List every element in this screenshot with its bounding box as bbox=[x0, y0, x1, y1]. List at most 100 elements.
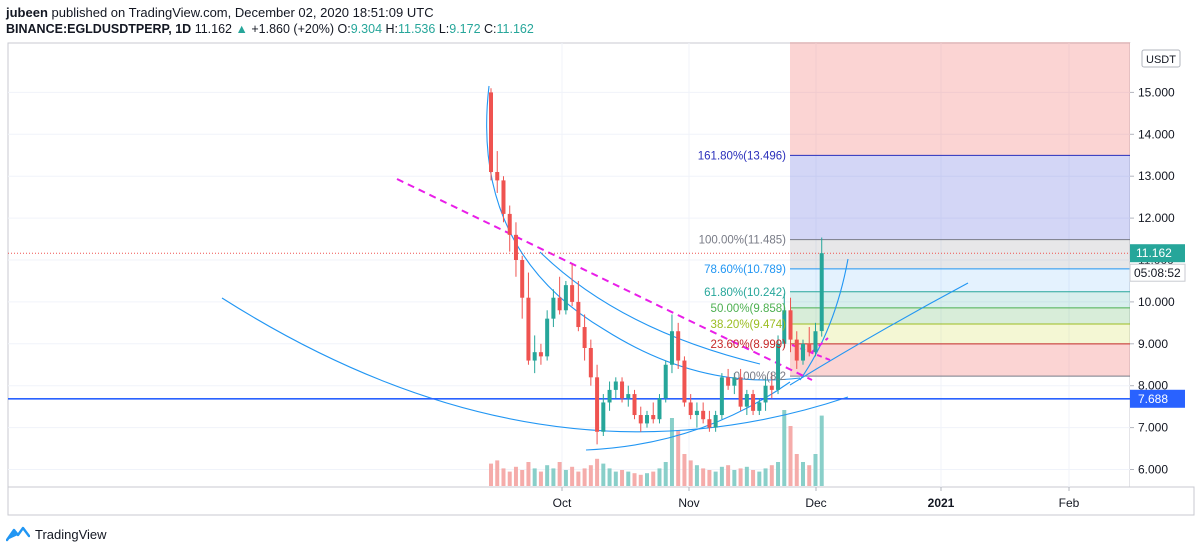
candle-body bbox=[819, 253, 824, 332]
volume-bar bbox=[701, 468, 706, 486]
symbol-legend: BINANCE:EGLDUSDTPERP, 1D 11.162 ▲ +1.860… bbox=[6, 21, 534, 38]
candle-body bbox=[626, 394, 631, 399]
candle-body bbox=[557, 297, 562, 311]
candle-body bbox=[769, 385, 774, 390]
low-value: 9.172 bbox=[449, 22, 481, 36]
volume-bar bbox=[713, 471, 718, 486]
time-axis[interactable] bbox=[7, 486, 1195, 516]
candle-body bbox=[682, 360, 687, 403]
support-price-tag bbox=[1130, 389, 1185, 408]
symbol-name[interactable]: BINANCE:EGLDUSDTPERP, 1D bbox=[6, 22, 192, 36]
currency-label: USDT bbox=[1146, 54, 1176, 66]
price-tick-label: 14.000 bbox=[1138, 127, 1175, 141]
candle-body bbox=[776, 343, 781, 390]
volume-bar bbox=[582, 468, 587, 486]
volume-bar bbox=[732, 470, 737, 486]
price-change: +1.860 (+20%) bbox=[251, 22, 335, 36]
volume-bar bbox=[694, 465, 699, 486]
volume-bar bbox=[763, 468, 768, 486]
volume-bar bbox=[632, 473, 637, 486]
volume-bar bbox=[669, 418, 674, 486]
candle-body bbox=[551, 297, 556, 319]
candle-body bbox=[651, 415, 656, 420]
fib-level-label: 23.60%(8.999) bbox=[711, 339, 787, 351]
fib-zone-100 bbox=[790, 239, 1130, 269]
candle-body bbox=[701, 410, 706, 420]
volume-bar bbox=[626, 471, 631, 486]
price-tick-label: 9.000 bbox=[1138, 337, 1168, 351]
candle-body bbox=[813, 331, 818, 353]
fib-zone-236 bbox=[790, 343, 1130, 377]
fib-zone-50 bbox=[790, 307, 1130, 324]
candle-body bbox=[570, 285, 575, 302]
volume-bar bbox=[538, 471, 543, 486]
price-tick-label: 8.000 bbox=[1138, 379, 1168, 393]
candle-body bbox=[563, 285, 568, 311]
candle-body bbox=[513, 234, 518, 260]
volume-bar bbox=[513, 466, 518, 486]
volume-bar bbox=[657, 468, 662, 486]
candle-body bbox=[495, 172, 500, 181]
volume-bar bbox=[751, 470, 756, 486]
volume-bar bbox=[782, 410, 787, 486]
fib-zone-161 bbox=[790, 155, 1130, 240]
target-zone-top bbox=[790, 42, 1130, 156]
candle-body bbox=[595, 377, 600, 432]
candle-body bbox=[501, 180, 506, 214]
fib-zone-618 bbox=[790, 291, 1130, 308]
candle-body bbox=[538, 352, 543, 357]
candle-body bbox=[526, 297, 531, 361]
candle-body bbox=[607, 389, 612, 403]
time-tick-label: Dec bbox=[805, 496, 826, 510]
volume-bar bbox=[551, 468, 556, 486]
high-label: H: bbox=[385, 22, 399, 36]
upper-trend-curve bbox=[539, 251, 761, 365]
volume-bar bbox=[738, 468, 743, 486]
volume-bar bbox=[601, 463, 606, 486]
steep-trend-curve bbox=[799, 258, 849, 381]
volume-bar bbox=[638, 474, 643, 486]
volume-bar bbox=[507, 471, 512, 486]
candle-body bbox=[657, 398, 662, 420]
candle-body bbox=[620, 381, 625, 399]
author-name[interactable]: jubeen bbox=[6, 5, 48, 20]
support-price-label: 7.688 bbox=[1138, 392, 1168, 406]
candle-body bbox=[507, 213, 512, 235]
volume-bar bbox=[620, 470, 625, 486]
high-value: 11.536 bbox=[398, 22, 436, 36]
base-arc-curve bbox=[585, 381, 791, 451]
volume-bar bbox=[563, 470, 568, 486]
volume-bar bbox=[520, 470, 525, 486]
price-tick-label: 7.000 bbox=[1138, 421, 1168, 435]
candle-body bbox=[576, 301, 581, 328]
open-label: O: bbox=[337, 22, 351, 36]
fib-level-label: 100.00%(11.485) bbox=[699, 235, 787, 247]
candle-body bbox=[794, 339, 799, 361]
volume-bar bbox=[532, 468, 537, 486]
volume-bar bbox=[495, 460, 500, 486]
big-arc-curve bbox=[221, 297, 849, 433]
fib-level-label: 0.00%(8.2 bbox=[734, 371, 786, 383]
currency-badge[interactable] bbox=[1141, 49, 1181, 68]
candle-body bbox=[707, 419, 712, 428]
price-tick-label: 13.000 bbox=[1138, 169, 1175, 183]
candle-body bbox=[613, 381, 618, 390]
fib-zone-786 bbox=[790, 268, 1130, 292]
volume-bar bbox=[682, 454, 687, 486]
countdown-label: 05:08:52 bbox=[1134, 266, 1181, 280]
candle-body bbox=[738, 377, 743, 407]
tradingview-logo-icon bbox=[6, 526, 30, 542]
fib-level-label: 161.80%(13.496) bbox=[698, 150, 786, 162]
price-tick-label: 10.000 bbox=[1138, 295, 1175, 309]
volume-bar bbox=[794, 454, 799, 486]
volume-bar bbox=[613, 471, 618, 486]
time-tick-label: Nov bbox=[678, 496, 699, 510]
candle-body bbox=[582, 327, 587, 348]
volume-bar bbox=[570, 466, 575, 486]
time-tick-label: Oct bbox=[553, 496, 572, 510]
candle-body bbox=[638, 415, 643, 424]
volume-bar bbox=[557, 462, 562, 486]
fib-level-label: 61.80%(10.242) bbox=[704, 287, 786, 299]
volume-bar bbox=[676, 430, 681, 486]
